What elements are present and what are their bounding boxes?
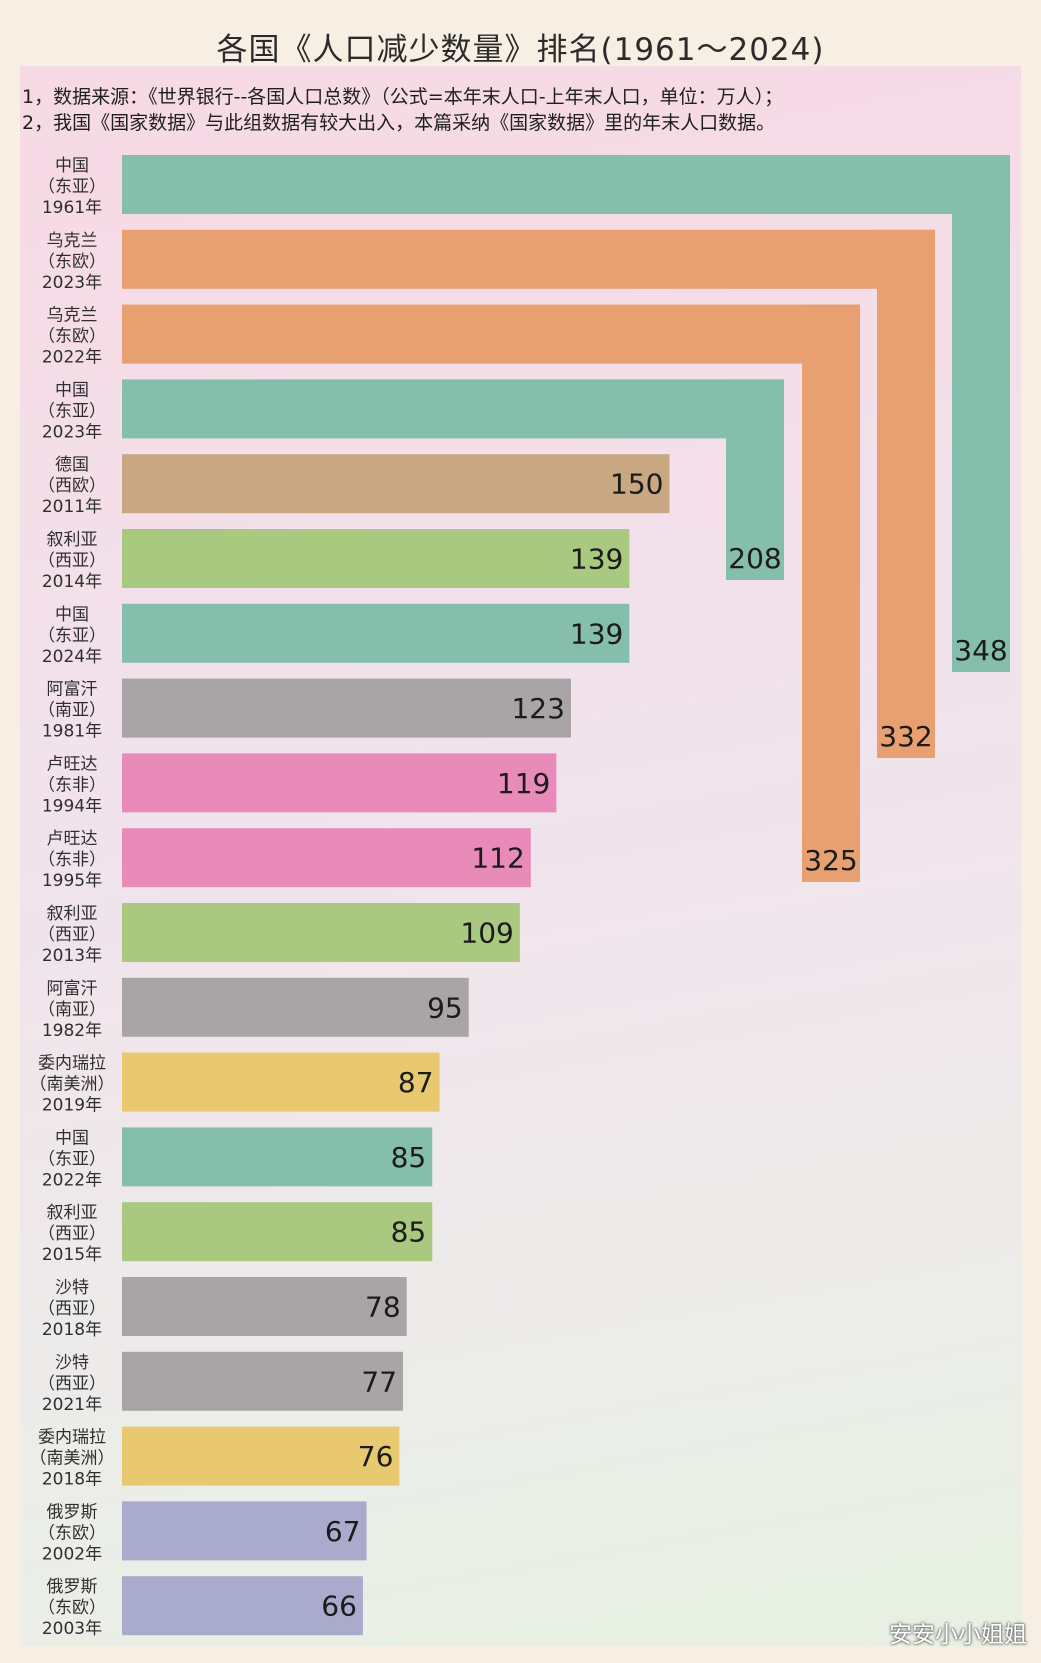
- category-label-1: 乌克兰（东欧） 2023年: [38, 231, 106, 293]
- bar-6: [122, 603, 630, 663]
- bar-3-value: 208: [728, 542, 781, 575]
- bar-8: [122, 753, 557, 813]
- author-credit: 安安小小姐姐: [889, 1622, 1027, 1648]
- category-label-14: 叙利亚（西亚） 2015年: [38, 1203, 106, 1265]
- bar-17-value: 76: [358, 1440, 394, 1473]
- bar-19-value: 66: [321, 1590, 357, 1623]
- bar-6-value: 139: [570, 617, 623, 650]
- bar-19: [122, 1576, 363, 1636]
- bar-2-horizontal: [122, 304, 860, 364]
- category-label-18: 俄罗斯（东欧） 2002年: [38, 1502, 106, 1564]
- bar-18-value: 67: [325, 1515, 361, 1548]
- category-label-10: 叙利亚（西亚） 2013年: [38, 904, 106, 966]
- category-label-11: 阿富汗（南亚） 1982年: [38, 979, 106, 1041]
- category-label-8: 卢旺达（东非） 1994年: [38, 754, 106, 816]
- category-label-6: 中国（东亚） 2024年: [38, 605, 106, 667]
- bar-10: [122, 903, 520, 962]
- category-label-16: 沙特（西亚） 2021年: [38, 1353, 106, 1415]
- category-label-7: 阿富汗（南亚） 1981年: [38, 680, 106, 742]
- bar-0-horizontal: [122, 155, 1010, 214]
- chart-title: 各国《人口减少数量》排名(1961～2024): [216, 32, 825, 68]
- bar-4-value: 150: [610, 468, 663, 501]
- note-source: 1，数据来源：《世界银行--各国人口总数》（公式=本年末人口-上年末人口，单位：…: [22, 86, 784, 108]
- bar-1-vertical: [877, 229, 935, 759]
- bar-14-value: 85: [391, 1216, 427, 1249]
- bar-3-horizontal: [122, 379, 784, 439]
- bar-18: [122, 1501, 367, 1561]
- bar-13: [122, 1127, 433, 1187]
- category-label-4: 德国（西欧） 2011年: [38, 455, 106, 517]
- category-label-3: 中国（东亚） 2023年: [38, 380, 106, 442]
- bar-7: [122, 678, 571, 738]
- bar-0-value: 348: [954, 634, 1007, 667]
- category-label-12: 委内瑞拉（南美洲） 2019年: [30, 1054, 115, 1116]
- category-label-19: 俄罗斯（东欧） 2003年: [38, 1577, 106, 1639]
- bar-5-value: 139: [570, 543, 623, 576]
- bar-14: [122, 1202, 433, 1262]
- category-label-13: 中国（东亚） 2022年: [38, 1128, 106, 1190]
- category-label-17: 委内瑞拉（南美洲） 2018年: [30, 1428, 115, 1490]
- bar-2-vertical: [802, 304, 860, 883]
- bar-5: [122, 529, 630, 588]
- bar-13-value: 85: [391, 1141, 427, 1174]
- bar-12: [122, 1052, 440, 1112]
- bar-3-vertical: [726, 379, 784, 580]
- bar-15: [122, 1277, 407, 1336]
- category-label-5: 叙利亚（西亚） 2014年: [38, 530, 106, 592]
- bar-9: [122, 828, 531, 888]
- bar-15-value: 78: [365, 1291, 401, 1324]
- bar-7-value: 123: [511, 692, 564, 725]
- bar-8-value: 119: [497, 767, 550, 800]
- bar-2-value: 325: [804, 844, 857, 877]
- bar-9-value: 112: [471, 842, 524, 875]
- category-label-9: 卢旺达（东非） 1995年: [38, 829, 106, 891]
- bar-16-value: 77: [361, 1365, 397, 1398]
- category-label-2: 乌克兰（东欧） 2022年: [38, 306, 106, 368]
- bar-1-value: 332: [879, 720, 932, 753]
- category-label-0: 中国（东亚） 1961年: [38, 156, 106, 218]
- bar-0-vertical: [952, 155, 1010, 672]
- bar-1-horizontal: [122, 229, 935, 289]
- bar-12-value: 87: [398, 1066, 434, 1099]
- bar-11-value: 95: [427, 991, 463, 1024]
- bar-11: [122, 977, 469, 1037]
- bar-16: [122, 1351, 404, 1411]
- note-data-basis: 2，我国《国家数据》与此组数据有较大出入，本篇采纳《国家数据》里的年末人口数据。: [22, 112, 776, 134]
- bar-4: [122, 454, 670, 514]
- category-label-15: 沙特（西亚） 2018年: [38, 1278, 106, 1340]
- bar-10-value: 109: [460, 917, 513, 950]
- bar-17: [122, 1426, 400, 1486]
